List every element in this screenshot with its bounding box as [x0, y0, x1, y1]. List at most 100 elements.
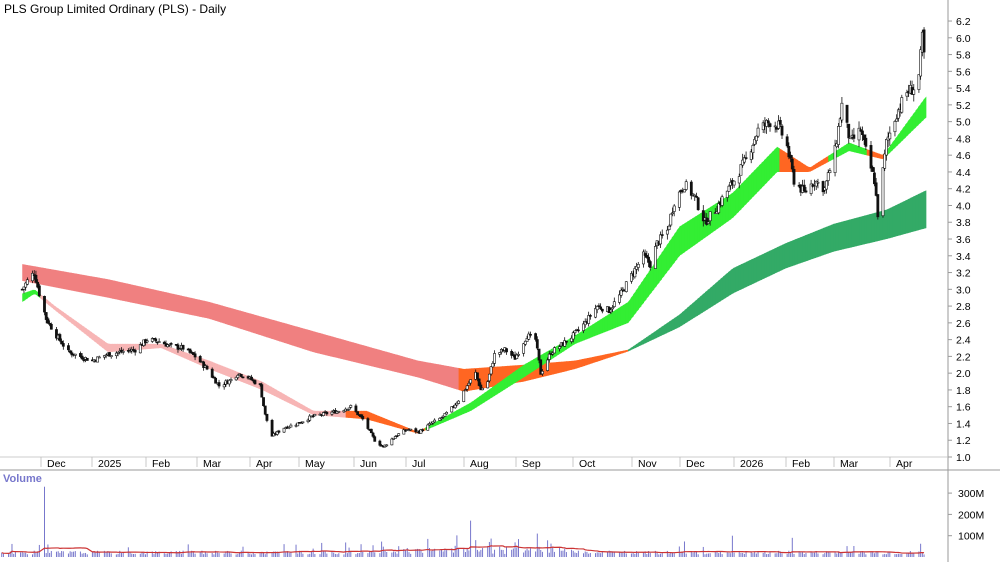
candle-body [263, 405, 267, 415]
candle-body [325, 411, 329, 415]
long-mma-band-slice [730, 267, 734, 295]
candle-body [809, 183, 813, 194]
short-mma-band-slice [489, 387, 493, 399]
long-mma-band-slice [707, 287, 711, 310]
candle-body [378, 440, 382, 446]
y-tick-label: 3.4 [956, 251, 971, 263]
short-mma-band-slice [610, 311, 614, 330]
long-mma-band-slice [71, 272, 75, 291]
long-mma-band-slice [643, 337, 647, 345]
long-mma-band-slice [45, 268, 49, 286]
x-tick-label: Feb [792, 458, 810, 470]
y-tick-label: 5.8 [956, 50, 971, 62]
short-mma-band-slice [399, 424, 403, 430]
candle-body [393, 436, 397, 439]
short-mma-band-slice [278, 391, 283, 400]
long-mma-band-slice [889, 206, 893, 239]
short-mma-band-slice [856, 145, 860, 154]
long-mma-band-slice [148, 288, 152, 307]
candle-body [282, 427, 286, 433]
candle-body [671, 212, 674, 215]
volume-bars [1, 486, 925, 557]
short-mma-band-slice [530, 359, 534, 373]
candle-body [198, 356, 202, 363]
short-mma-band-slice [907, 117, 911, 136]
candle-body [643, 253, 647, 256]
long-mma-band-slice [548, 362, 552, 376]
long-mma-band-slice [296, 326, 301, 348]
candle-body [205, 365, 209, 370]
candle-body [563, 340, 567, 347]
long-mma-band-slice [612, 352, 616, 357]
long-mma-band-slice [769, 249, 773, 277]
long-mma-band-slice [153, 289, 157, 308]
long-mma-band-slice [109, 279, 113, 299]
long-mma-band-slice [294, 325, 298, 347]
long-mma-band-slice [782, 243, 786, 270]
long-mma-band-slice [335, 337, 339, 359]
candle-body [529, 333, 532, 336]
candle-body [917, 74, 921, 90]
short-mma-band-slice [230, 369, 234, 379]
x-axis-labels: Dec 2025 Feb Mar Apr May Jun Jul Aug Sep Oct Nov Dec… [40, 457, 913, 470]
short-mma-band-slice [851, 143, 855, 153]
long-mma-band-slice [812, 231, 816, 259]
short-mma-band-slice [779, 148, 783, 172]
candle-body [541, 370, 544, 375]
long-mma-band-slice [160, 291, 165, 310]
short-mma-band-slice [468, 401, 473, 412]
long-mma-band-slice [848, 219, 852, 248]
long-mma-band-slice [199, 299, 203, 318]
short-mma-band-slice [599, 318, 603, 335]
short-mma-band-slice [859, 146, 863, 155]
candle-body [825, 180, 828, 190]
candle-body [594, 308, 597, 318]
long-mma-band-slice [53, 269, 57, 288]
short-mma-band-slice [797, 160, 801, 172]
short-mma-band-slice [920, 100, 924, 123]
candle-body [36, 281, 40, 288]
x-tick-label: Mar [203, 458, 222, 470]
short-mma-band-slice [291, 398, 295, 406]
candle-body [780, 125, 784, 136]
long-mma-band-slice [271, 319, 275, 340]
long-mma-band-slice [145, 287, 149, 307]
short-mma-band-slice [764, 157, 768, 186]
short-mma-band-slice [628, 298, 632, 323]
long-mma-band-slice [784, 242, 788, 269]
long-mma-band-slice [599, 354, 603, 361]
candle-body [695, 195, 698, 198]
short-mma-band-slice [915, 107, 919, 128]
candle-body [645, 255, 649, 258]
long-mma-band-slice [846, 219, 850, 249]
long-mma-band-slice [363, 345, 367, 365]
short-mma-band-slice [689, 218, 693, 249]
candle-body [612, 301, 616, 307]
short-mma-band-slice [348, 410, 352, 419]
candle-body [624, 281, 628, 292]
short-mma-band-slice [445, 414, 449, 422]
long-mma-band-slice [497, 366, 501, 386]
short-mma-band-slice [384, 418, 388, 425]
long-mma-band-slice [617, 351, 621, 355]
long-mma-band-slice [427, 362, 431, 382]
long-mma-band-slice [291, 325, 295, 347]
long-mma-band-slice [851, 218, 855, 248]
short-mma-band-slice [658, 252, 662, 283]
candle-body [493, 353, 496, 364]
long-mma-band-slice [266, 318, 270, 338]
long-mma-band-slice [132, 284, 136, 304]
long-mma-band-slice [63, 271, 67, 290]
candle-body [476, 372, 479, 379]
long-mma-band-slice [55, 270, 59, 288]
candle-body [97, 356, 101, 359]
candles [20, 27, 926, 448]
candle-body [369, 428, 373, 434]
long-mma-band-slice [304, 328, 308, 351]
short-mma-band-slice [815, 162, 819, 169]
short-mma-band-slice [135, 343, 139, 351]
long-mma-band-slice [245, 312, 249, 332]
candle-body [720, 196, 724, 206]
long-mma-band-slice [83, 275, 88, 294]
